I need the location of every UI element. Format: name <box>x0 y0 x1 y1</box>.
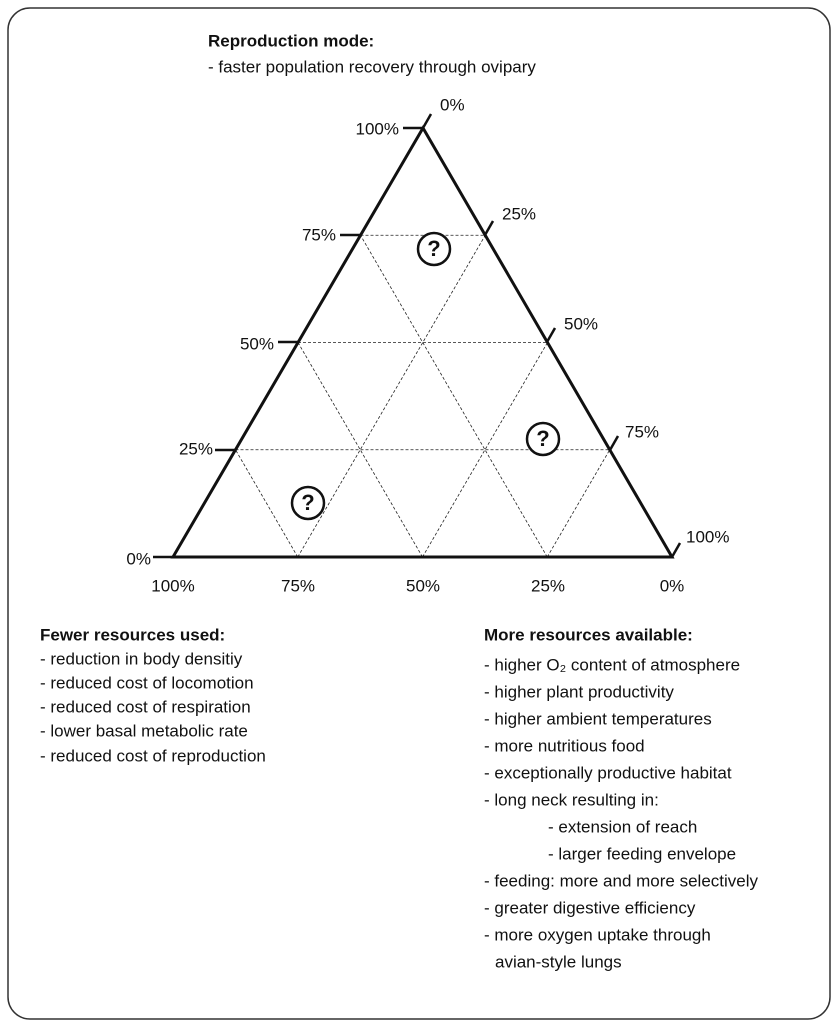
left-tick-label: 100% <box>356 119 399 138</box>
right-item: - more oxygen uptake through <box>484 925 711 944</box>
left-item: - reduced cost of respiration <box>40 697 251 716</box>
grid-line <box>297 235 486 558</box>
frame <box>7 7 831 1020</box>
right-item: avian-style lungs <box>495 952 622 971</box>
grid-line <box>546 449 611 558</box>
left-item: - reduction in body densitiy <box>40 649 243 668</box>
tick <box>421 113 433 129</box>
ticks <box>153 113 682 559</box>
top-item: - faster population recovery through ovi… <box>208 57 536 76</box>
right-item: - exceptionally productive habitat <box>484 763 732 782</box>
tick <box>608 435 620 451</box>
tick <box>483 220 495 236</box>
marker-circle <box>525 421 561 457</box>
marker-circle <box>290 485 326 521</box>
top-title: Reproduction mode: <box>208 31 374 50</box>
right-tick-label: 50% <box>564 314 598 333</box>
marker-circle <box>416 231 452 267</box>
right-tick-label: 25% <box>502 204 536 223</box>
right-item: - higher ambient temperatures <box>484 709 712 728</box>
grid-line <box>360 235 548 558</box>
right-item: - greater digestive efficiency <box>484 898 696 917</box>
grid-line <box>422 342 548 558</box>
bottom-tick-label: 0% <box>660 576 685 595</box>
marker: ? <box>536 426 549 451</box>
right-item: - extension of reach <box>548 817 697 836</box>
right-item: - long neck resulting in: <box>484 790 659 809</box>
left-item: - reduced cost of locomotion <box>40 673 254 692</box>
right-item: - feeding: more and more selectively <box>484 871 759 890</box>
left-item: - lower basal metabolic rate <box>40 721 248 740</box>
right-item: - higher O₂ content of atmosphere <box>484 655 740 674</box>
left-tick-label: 25% <box>179 439 213 458</box>
grid-line <box>235 449 299 558</box>
left-tick-label: 50% <box>240 334 274 353</box>
right-item: - higher plant productivity <box>484 682 674 701</box>
right-tick-label: 100% <box>686 527 729 546</box>
left-tick-label: 0% <box>126 549 151 568</box>
left-tick-label: 75% <box>302 225 336 244</box>
bottom-tick-label: 75% <box>281 576 315 595</box>
bottom-tick-label: 25% <box>531 576 565 595</box>
marker: ? <box>427 236 440 261</box>
grid <box>235 234 611 558</box>
markers: ? ? ? <box>290 231 561 521</box>
right-tick-label: 0% <box>440 95 465 114</box>
left-item: - reduced cost of reproduction <box>40 746 266 765</box>
tick <box>545 327 557 343</box>
right-title: More resources available: <box>484 625 693 644</box>
marker: ? <box>301 490 314 515</box>
bottom-tick-label: 100% <box>151 576 194 595</box>
right-item: - larger feeding envelope <box>548 844 736 863</box>
grid-line <box>297 342 423 558</box>
right-tick-label: 75% <box>625 422 659 441</box>
tick <box>670 542 682 558</box>
right-item: - more nutritious food <box>484 736 645 755</box>
bottom-tick-label: 50% <box>406 576 440 595</box>
left-title: Fewer resources used: <box>40 625 225 644</box>
